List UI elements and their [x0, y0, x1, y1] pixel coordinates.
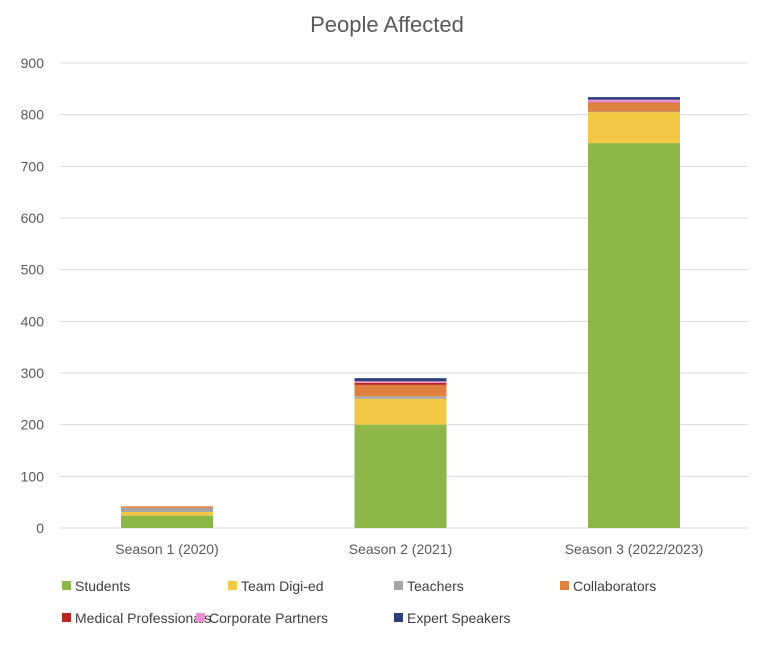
- legend-label: Students: [75, 578, 130, 594]
- bar-segment-students: [354, 424, 447, 528]
- bar-segment-students: [121, 515, 213, 528]
- bar-segment-teachers: [121, 507, 213, 512]
- y-tick-label: 200: [21, 417, 45, 433]
- legend-swatch: [394, 581, 403, 590]
- bar-segment-team-digi-ed: [354, 398, 447, 425]
- legend-swatch: [560, 581, 569, 590]
- legend-item: Teachers: [394, 578, 464, 594]
- x-tick-label: Season 3 (2022/2023): [565, 541, 704, 557]
- y-tick-label: 900: [21, 55, 45, 71]
- y-tick-label: 0: [36, 520, 44, 536]
- legend-swatch: [62, 613, 71, 622]
- bar-segment-teachers: [354, 396, 447, 399]
- y-tick-label: 100: [21, 468, 45, 484]
- bar-segment-teachers: [588, 111, 680, 113]
- legend-swatch: [394, 613, 403, 622]
- chart-title: People Affected: [310, 12, 464, 37]
- legend-item: Medical Professionals: [62, 610, 211, 626]
- legend-label: Expert Speakers: [407, 610, 511, 626]
- bar-segment-expert-speakers: [588, 97, 680, 100]
- bar-segment-collaborators: [121, 506, 213, 508]
- bar-segment-team-digi-ed: [121, 511, 213, 516]
- bar-segment-expert-speakers: [354, 378, 447, 382]
- bar-segment-team-digi-ed: [588, 112, 680, 144]
- y-tick-label: 300: [21, 365, 45, 381]
- x-tick-label: Season 2 (2021): [349, 541, 453, 557]
- legend-item: Team Digi-ed: [228, 578, 323, 594]
- y-tick-label: 500: [21, 262, 45, 278]
- y-tick-label: 800: [21, 107, 45, 123]
- legend-label: Corporate Partners: [209, 610, 328, 626]
- legend-item: Collaborators: [560, 578, 656, 594]
- legend-swatch: [62, 581, 71, 590]
- y-tick-label: 400: [21, 313, 45, 329]
- bar-segment-medical-professionals: [588, 102, 680, 103]
- legend-item: Corporate Partners: [196, 610, 328, 626]
- legend-label: Medical Professionals: [75, 610, 211, 626]
- bar-segment-corporate-partners: [354, 381, 447, 383]
- legend-item: Expert Speakers: [394, 610, 511, 626]
- bar-segment-medical-professionals: [354, 382, 447, 385]
- x-tick-label: Season 1 (2020): [115, 541, 219, 557]
- legend-item: Students: [62, 578, 130, 594]
- legend-label: Collaborators: [573, 578, 656, 594]
- bar-segment-students: [588, 143, 680, 529]
- y-tick-label: 700: [21, 158, 45, 174]
- legend-swatch: [196, 613, 205, 622]
- legend-label: Teachers: [407, 578, 464, 594]
- y-tick-label: 600: [21, 210, 45, 226]
- legend-label: Team Digi-ed: [241, 578, 323, 594]
- bar-segment-corporate-partners: [588, 99, 680, 103]
- bar-segment-collaborators: [588, 102, 680, 112]
- legend-swatch: [228, 581, 237, 590]
- bar-segment-collaborators: [354, 384, 447, 397]
